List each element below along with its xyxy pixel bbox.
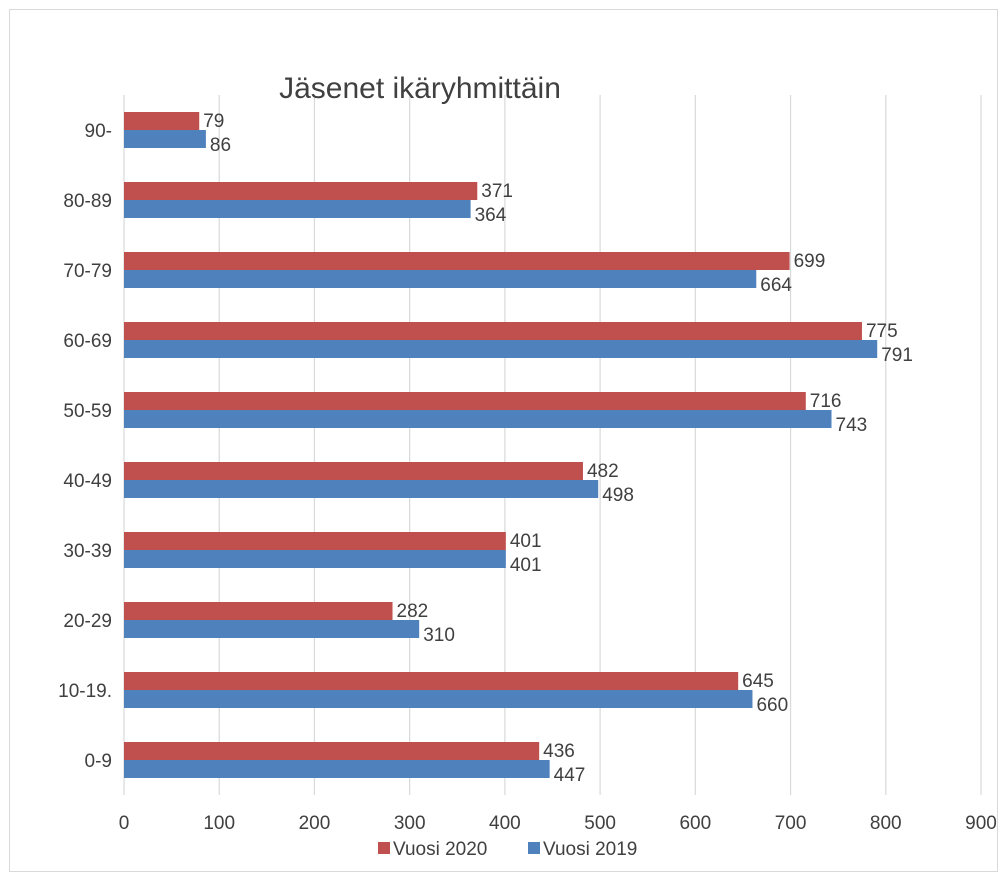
data-label: 645 (742, 671, 774, 692)
x-tick-label: 0 (119, 813, 130, 834)
bar-vuosi-2020 (124, 602, 393, 620)
bar-vuosi-2020 (124, 672, 739, 690)
data-label: 660 (756, 695, 788, 716)
y-tick-label: 0-9 (85, 751, 112, 772)
bar-vuosi-2019 (124, 620, 420, 638)
bar-vuosi-2019 (124, 410, 832, 428)
bar-vuosi-2020 (124, 462, 583, 480)
data-label: 447 (554, 765, 586, 786)
legend-swatch (378, 842, 390, 854)
bar-vuosi-2019 (124, 270, 757, 288)
bar-vuosi-2019 (124, 550, 506, 568)
data-label: 482 (587, 461, 619, 482)
y-tick-label: 90- (85, 121, 112, 142)
x-tick-label: 400 (489, 813, 521, 834)
chart-title: Jäsenet ikäryhmittäin (279, 72, 561, 105)
x-tick-label: 700 (775, 813, 807, 834)
bar-vuosi-2019 (124, 130, 206, 148)
data-label: 743 (836, 415, 868, 436)
y-tick-label: 80-89 (63, 191, 112, 212)
bar-vuosi-2020 (124, 392, 806, 410)
data-label: 716 (810, 391, 842, 412)
data-label: 664 (760, 275, 792, 296)
y-tick-label: 60-69 (63, 331, 112, 352)
x-tick-label: 200 (299, 813, 331, 834)
bar-vuosi-2019 (124, 760, 550, 778)
bar-vuosi-2020 (124, 252, 790, 270)
bar-vuosi-2019 (124, 690, 753, 708)
bar-vuosi-2020 (124, 322, 862, 340)
x-tick-label: 100 (203, 813, 235, 834)
legend-label: Vuosi 2020 (393, 839, 487, 860)
x-tick-label: 500 (584, 813, 616, 834)
data-label: 371 (481, 181, 513, 202)
x-tick-label: 300 (394, 813, 426, 834)
data-label: 401 (510, 555, 542, 576)
legend: Vuosi 2020 Vuosi 2019 (378, 839, 637, 860)
legend-swatch (528, 842, 540, 854)
data-label: 436 (543, 741, 575, 762)
bar-vuosi-2020 (124, 112, 200, 130)
x-tick-label: 900 (965, 813, 997, 834)
x-tick-label: 800 (870, 813, 902, 834)
data-label: 364 (475, 205, 507, 226)
y-tick-label: 10-19. (58, 681, 112, 702)
y-tick-label: 20-29 (63, 611, 112, 632)
data-label: 775 (866, 321, 898, 342)
bar-vuosi-2020 (124, 182, 478, 200)
data-label: 79 (203, 111, 224, 132)
bars (124, 112, 878, 778)
data-label: 699 (794, 251, 826, 272)
bar-vuosi-2020 (124, 532, 506, 550)
data-label: 86 (210, 135, 231, 156)
data-label: 498 (602, 485, 634, 506)
x-axis-ticks: 0 100 200 300 400 500 600 700 800 900 (119, 813, 997, 834)
y-tick-label: 70-79 (63, 261, 112, 282)
bar-vuosi-2020 (124, 742, 540, 760)
y-tick-label: 50-59 (63, 401, 112, 422)
data-labels: 436 447 645 660 282 310 401 401 482 498 716 743 775 7… (203, 111, 913, 786)
bar-vuosi-2019 (124, 200, 471, 218)
data-label: 791 (881, 345, 913, 366)
data-label: 282 (397, 601, 429, 622)
bar-vuosi-2019 (124, 340, 878, 358)
y-axis-ticks: 0-9 10-19. 20-29 30-39 40-49 50-59 60-69 70-79 8… (58, 121, 112, 772)
bar-vuosi-2019 (124, 480, 599, 498)
legend-label: Vuosi 2019 (543, 839, 637, 860)
chart-frame (9, 9, 998, 872)
y-tick-label: 40-49 (63, 471, 112, 492)
x-tick-label: 600 (679, 813, 711, 834)
y-tick-label: 30-39 (63, 541, 112, 562)
data-label: 310 (423, 625, 455, 646)
data-label: 401 (510, 531, 542, 552)
